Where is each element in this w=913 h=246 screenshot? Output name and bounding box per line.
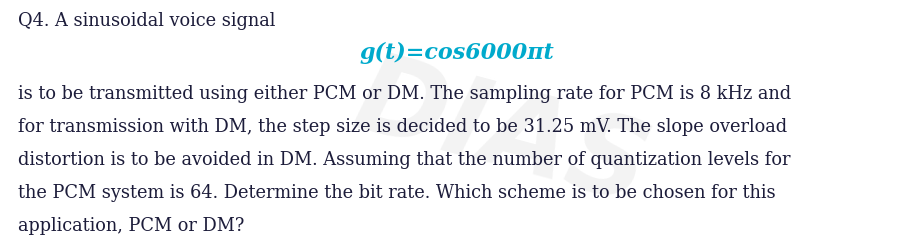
Text: g(t)=cos6000πt: g(t)=cos6000πt <box>359 42 554 64</box>
Text: is to be transmitted using either PCM or DM. The sampling rate for PCM is 8 kHz : is to be transmitted using either PCM or… <box>18 85 792 103</box>
Text: the PCM system is 64. Determine the bit rate. Which scheme is to be chosen for t: the PCM system is 64. Determine the bit … <box>18 184 776 202</box>
Text: distortion is to be avoided in DM. Assuming that the number of quantization leve: distortion is to be avoided in DM. Assum… <box>18 151 791 169</box>
Text: application, PCM or DM?: application, PCM or DM? <box>18 217 245 235</box>
Text: for transmission with DM, the step size is decided to be 31.25 mV. The slope ove: for transmission with DM, the step size … <box>18 118 787 136</box>
Text: Q4. A sinusoidal voice signal: Q4. A sinusoidal voice signal <box>18 12 276 30</box>
Text: DIAS: DIAS <box>343 45 661 226</box>
